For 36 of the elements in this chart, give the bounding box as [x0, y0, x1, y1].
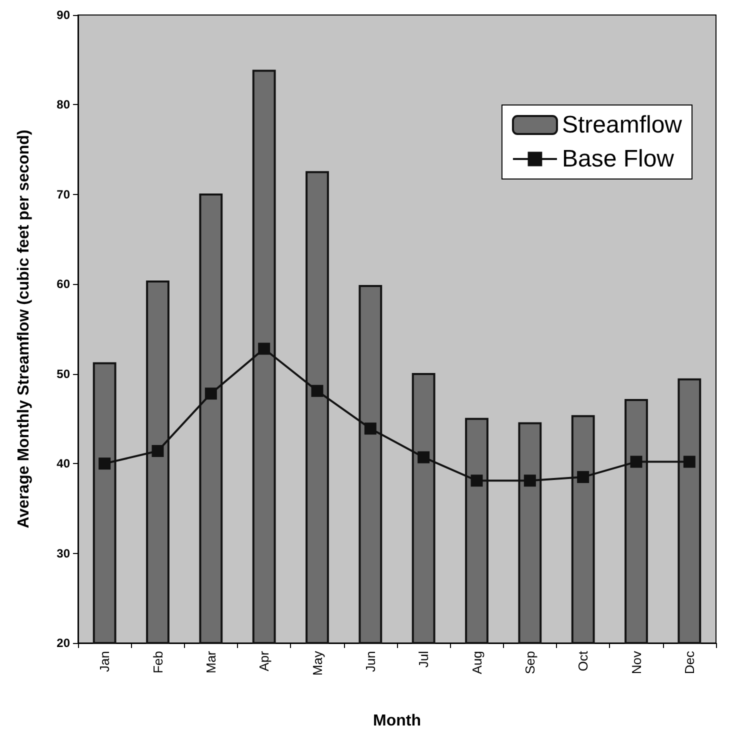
point — [98, 458, 111, 470]
point — [204, 388, 217, 400]
point — [630, 456, 642, 468]
y-tick-label: 60 — [56, 277, 70, 292]
point — [418, 451, 430, 464]
point — [152, 445, 164, 458]
y-tick-label: 80 — [56, 98, 70, 112]
point — [577, 471, 590, 484]
x-tick-label: Sep — [522, 651, 538, 674]
x-tick-label: Aug — [469, 651, 484, 674]
y-tick-label: 70 — [56, 187, 70, 202]
x-tick-label: May — [310, 650, 325, 676]
y-tick-label: 90 — [56, 8, 70, 22]
point — [683, 456, 696, 468]
x-tick-label: Feb — [150, 651, 166, 674]
x-tick-label: Nov — [628, 650, 644, 674]
x-tick-label: Oct — [576, 650, 591, 672]
x-tick-label: Jan — [97, 651, 112, 672]
x-tick-label: Dec — [682, 650, 697, 674]
x-tick-label: Jul — [416, 650, 432, 668]
x-axis-title: Month — [373, 712, 421, 730]
y-tick-label: 20 — [56, 636, 70, 650]
legend-label: Base Flow — [562, 146, 675, 172]
x-tick-label: Jun — [362, 651, 378, 672]
y-tick-label: 30 — [56, 546, 70, 560]
point — [258, 342, 270, 355]
x-tick-label: Mar — [203, 650, 218, 674]
x-tick-label: Apr — [256, 650, 272, 672]
y-axis-title: Average Monthly Streamflow (cubic feet per second) — [16, 130, 32, 528]
y-tick-label: 40 — [56, 456, 70, 471]
point — [470, 474, 483, 487]
point — [524, 474, 536, 487]
y-tick-label: 50 — [56, 366, 70, 381]
point — [311, 384, 324, 397]
point — [364, 422, 376, 435]
legend-label: Streamflow — [562, 112, 683, 138]
